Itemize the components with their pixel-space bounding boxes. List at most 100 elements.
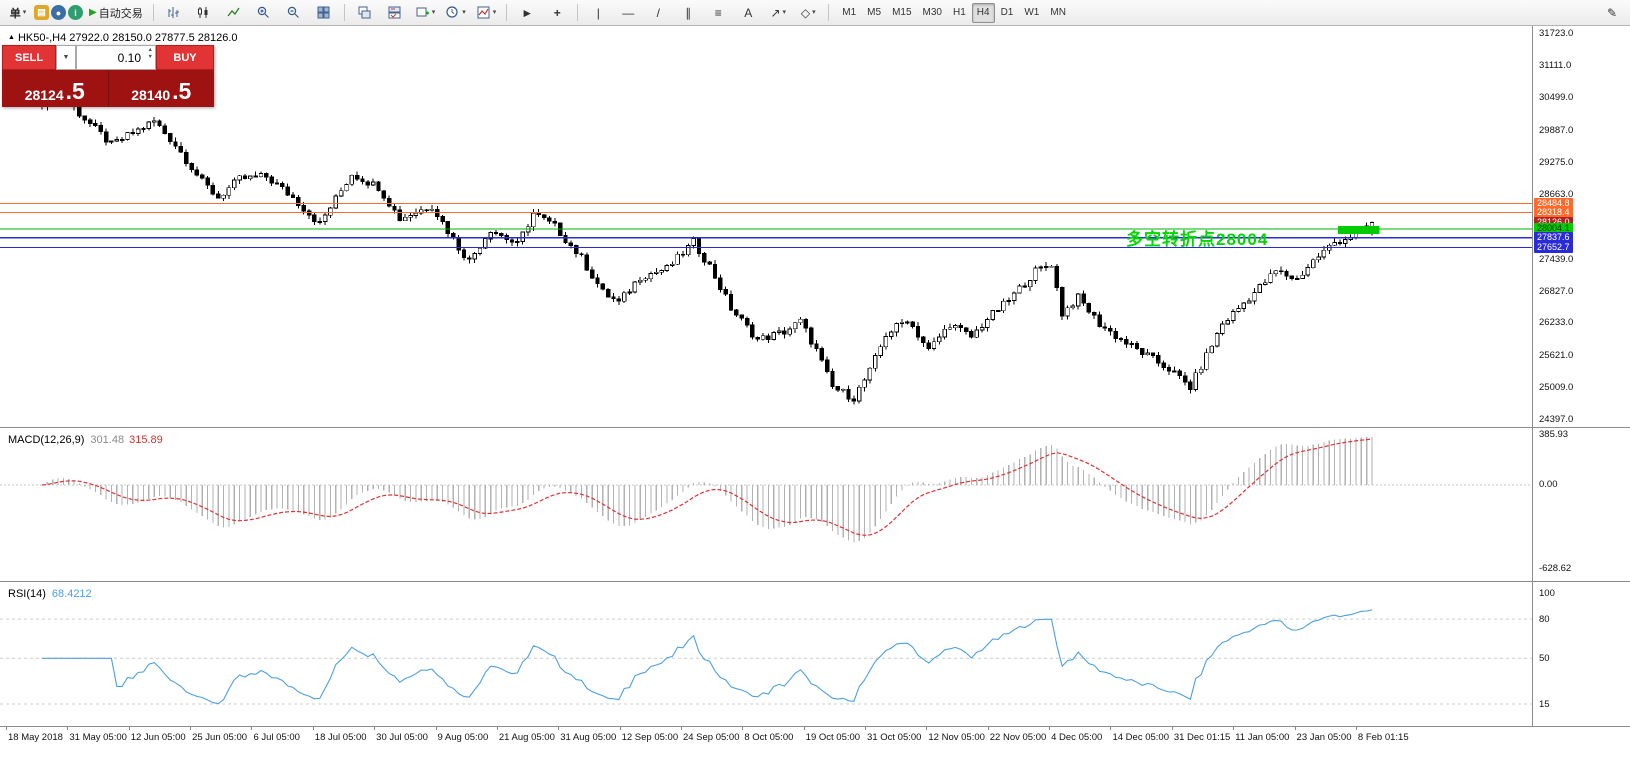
- new-chart-button[interactable]: ▾: [411, 2, 440, 24]
- candle: [205, 177, 210, 186]
- timeframe-w1[interactable]: W1: [1024, 7, 1040, 18]
- candle: [520, 231, 525, 242]
- arrange-windows-button[interactable]: [381, 2, 409, 24]
- fibonacci-tool-button[interactable]: ≡: [704, 2, 732, 24]
- candle: [841, 388, 846, 391]
- timeframe-h4[interactable]: H4: [971, 2, 995, 23]
- cursor-tool-button[interactable]: ►: [513, 2, 541, 24]
- candle: [830, 371, 835, 387]
- time-tick: [67, 727, 69, 730]
- time-label: 19 Oct 05:00: [805, 732, 861, 743]
- candle: [1166, 366, 1172, 372]
- volume-spin-up-icon[interactable]: ▲: [147, 47, 153, 53]
- candle: [1343, 239, 1348, 244]
- time-tick: [987, 727, 989, 730]
- timeframe-h1[interactable]: H1: [952, 7, 966, 18]
- timeframe-m30[interactable]: M30: [922, 7, 942, 18]
- candle: [189, 163, 194, 171]
- new-order-button[interactable]: 单 ▾: [4, 2, 32, 24]
- candle: [392, 205, 397, 211]
- profiles-icon[interactable]: ▤: [34, 5, 49, 20]
- channel-tool-button[interactable]: ∥: [674, 2, 702, 24]
- candle: [584, 254, 589, 271]
- candle: [579, 253, 584, 256]
- buy-button[interactable]: BUY: [156, 45, 214, 70]
- chevron-down-icon: ▾: [431, 9, 436, 16]
- macd-scale-tick: -628.62: [1539, 563, 1572, 574]
- timeframe-mn[interactable]: MN: [1050, 7, 1066, 18]
- candle: [894, 322, 899, 333]
- time-axis[interactable]: 18 May 2018 31 May 05:00 12 Jun 05:00 25 Ju…: [0, 726, 1630, 747]
- candle: [755, 336, 760, 340]
- vertical-line-tool-button[interactable]: |: [584, 2, 612, 24]
- help-icon[interactable]: i: [68, 5, 83, 20]
- volume-input[interactable]: 0.10 ▲ ▼: [76, 45, 156, 70]
- trendline-tool-button[interactable]: /: [644, 2, 672, 24]
- timeframe-m15[interactable]: M15: [892, 7, 912, 18]
- turning-point-zone[interactable]: [1338, 226, 1380, 234]
- candle: [306, 210, 312, 216]
- tile-windows-button[interactable]: [310, 2, 338, 24]
- candle: [835, 385, 841, 391]
- line-chart-button[interactable]: [220, 2, 248, 24]
- macd-scale-tick: 385.93: [1539, 429, 1569, 440]
- candle: [947, 327, 953, 330]
- annotation-text[interactable]: 多空转折点28004: [1126, 230, 1269, 249]
- candle: [771, 332, 776, 340]
- market-watch-icon[interactable]: ●: [51, 5, 66, 20]
- autotrade-button[interactable]: ▶ 自动交易: [85, 2, 147, 24]
- price-chart-canvas[interactable]: [0, 26, 1532, 427]
- candle: [221, 194, 226, 199]
- shapes-icon: ◇: [800, 5, 811, 20]
- candle: [878, 346, 883, 357]
- volume-dropdown[interactable]: ▼: [56, 45, 76, 70]
- pencil-icon: ✎: [1606, 5, 1618, 20]
- candle: [792, 322, 798, 330]
- timeframe-d1[interactable]: D1: [1000, 7, 1014, 18]
- time-tick: [1294, 727, 1296, 730]
- candle: [349, 174, 354, 185]
- horizontal-line-tool-button[interactable]: —: [614, 2, 642, 24]
- candle: [125, 132, 130, 140]
- shapes-tool-button[interactable]: ◇ ▾: [794, 2, 822, 24]
- bar-chart-button[interactable]: [160, 2, 188, 24]
- indicators-button[interactable]: ▾: [472, 2, 501, 24]
- candle: [1038, 266, 1043, 269]
- one-click-trading-panel: SELL ▼ 0.10 ▲ ▼ BUY 28124 .5 28140: [2, 45, 214, 107]
- macd-canvas[interactable]: [0, 428, 1532, 581]
- zoom-in-button[interactable]: [250, 2, 278, 24]
- rsi-line: [42, 609, 1373, 705]
- sell-price-main: 28124: [24, 87, 64, 103]
- candlestick-chart-button[interactable]: [190, 2, 218, 24]
- macd-signal-value: 315.89: [129, 434, 163, 446]
- candle: [595, 277, 600, 285]
- buy-price[interactable]: 28140 .5: [107, 70, 215, 107]
- crosshair-tool-button[interactable]: +: [543, 2, 571, 24]
- time-label: 14 Dec 05:00: [1112, 732, 1169, 743]
- sell-button[interactable]: SELL: [2, 45, 56, 70]
- sell-price[interactable]: 28124 .5: [2, 70, 108, 107]
- candle: [846, 388, 851, 400]
- candle: [456, 237, 461, 251]
- pencil-button[interactable]: ✎: [1598, 2, 1626, 24]
- candle: [483, 238, 488, 249]
- timeframe-m1[interactable]: M1: [842, 7, 857, 18]
- candle: [418, 209, 424, 214]
- periods-button[interactable]: ▾: [441, 2, 470, 24]
- text-tool-button[interactable]: A: [734, 2, 762, 24]
- volume-spin-down-icon[interactable]: ▼: [147, 53, 153, 60]
- zoom-in-icon: [258, 6, 270, 18]
- candle: [114, 139, 119, 142]
- candle: [1092, 311, 1097, 316]
- candle: [702, 252, 707, 263]
- cascade-windows-button[interactable]: [351, 2, 379, 24]
- separator: [828, 4, 830, 21]
- candle: [258, 173, 264, 178]
- rsi-canvas[interactable]: [0, 582, 1532, 726]
- candle: [718, 277, 723, 290]
- arrow-tool-button[interactable]: ↗ ▾: [764, 2, 792, 24]
- zoom-out-button[interactable]: [280, 2, 308, 24]
- macd-scale-tick: 0.00: [1539, 479, 1558, 490]
- candle: [301, 205, 306, 212]
- timeframe-m5[interactable]: M5: [867, 7, 882, 18]
